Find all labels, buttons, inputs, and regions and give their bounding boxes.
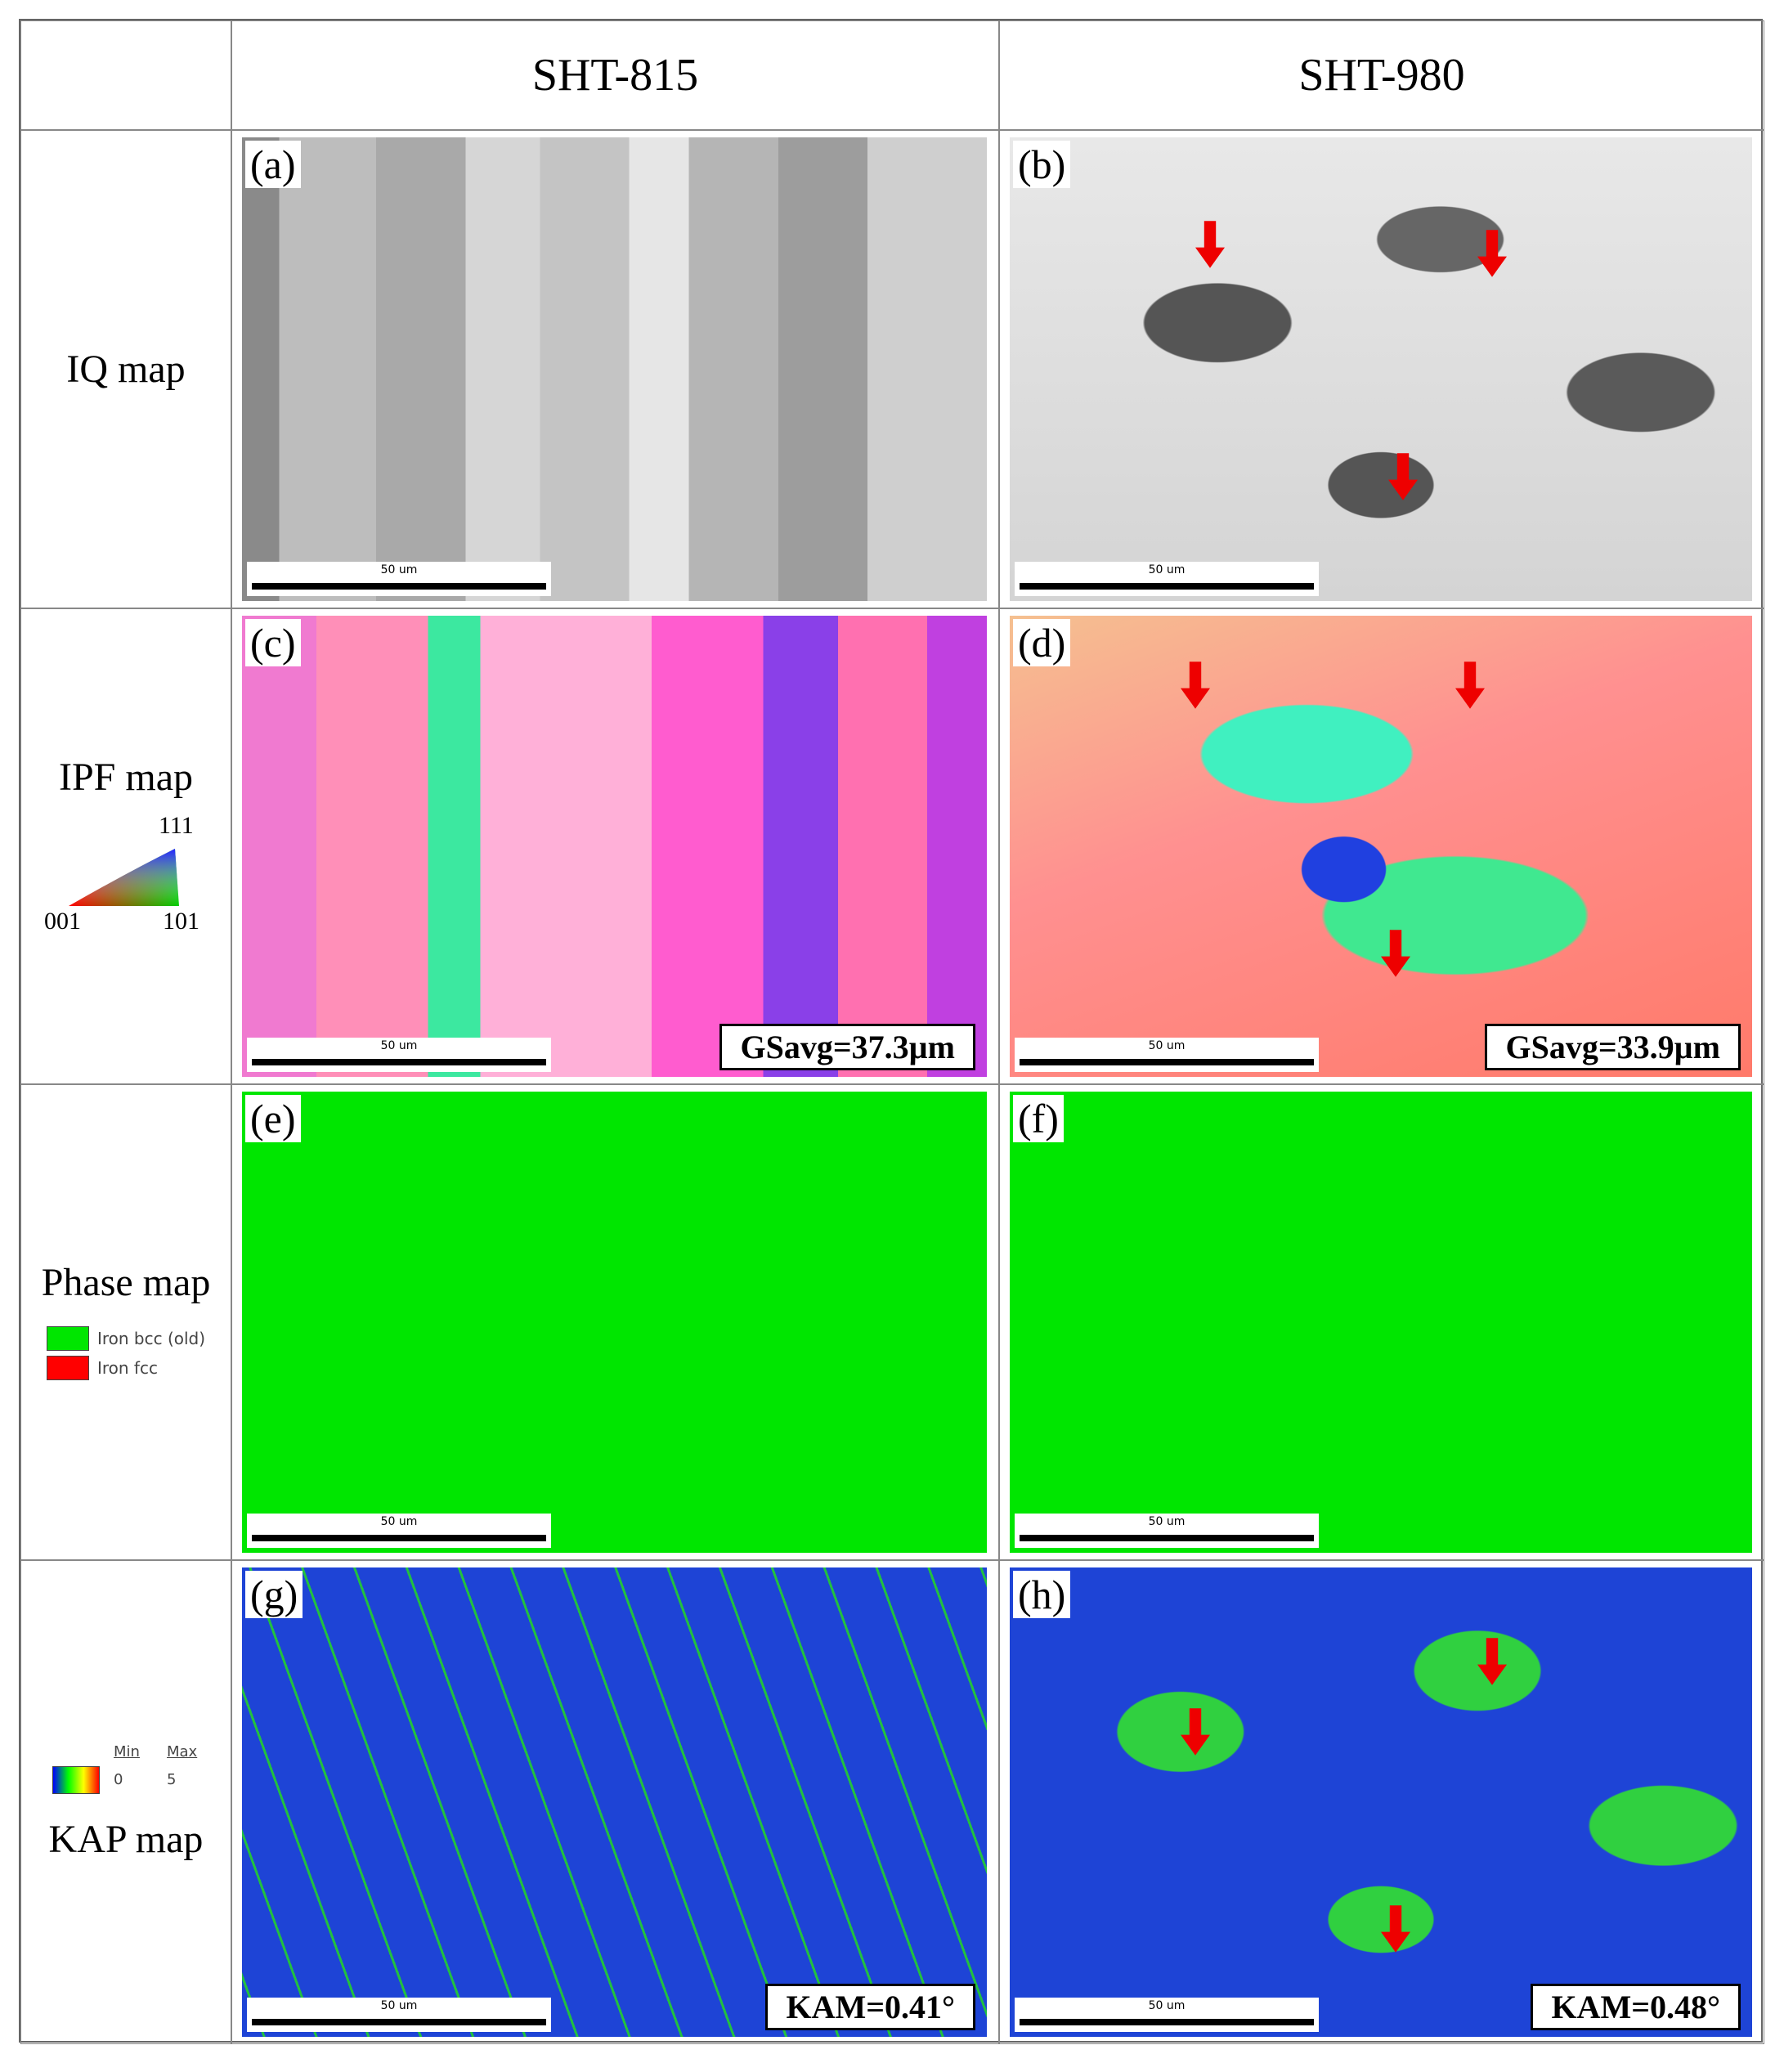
micrograph: (g) 50 um KAM=0.41° [242, 1567, 987, 2037]
column-header: SHT-980 [999, 20, 1764, 130]
panel-cell: (a) 50 um [231, 130, 999, 608]
red-arrow [1381, 1905, 1410, 1953]
colorbar [52, 1765, 100, 1794]
column-header: SHT-815 [231, 20, 999, 130]
scale-bar-line [252, 1059, 546, 1065]
scale-bar: 50 um [247, 1998, 551, 2032]
legend-item: Iron bcc (old) [46, 1325, 206, 1351]
red-arrow [1477, 1638, 1508, 1685]
panel-cell: (h) 50 um KAM=0.48° [999, 1560, 1764, 2044]
panel-label: (a) [245, 141, 301, 188]
red-arrow [1180, 1708, 1210, 1756]
legend-min: Min [114, 1742, 140, 1760]
micrograph: (d) 50 um GSavg=33.9µm [1010, 616, 1752, 1077]
figure-grid: SHT-815 SHT-980 IQ map (a) 50 um (b) 50 um IP… [19, 19, 1764, 2044]
legend-right: 101 [163, 907, 199, 935]
row-label-cell: KAP map Min 0 Max 5 [20, 1560, 231, 2044]
kap-legend: Min 0 Max 5 [52, 1743, 199, 1801]
panel-label: (c) [245, 619, 301, 666]
micrograph: (f) 50 um [1010, 1092, 1752, 1553]
scale-bar: 50 um [1015, 1038, 1319, 1072]
legend-swatch [46, 1325, 89, 1351]
scale-bar-line [1020, 1535, 1314, 1541]
red-arrow [1381, 929, 1410, 977]
micrograph: (a) 50 um [242, 137, 987, 601]
panel-label: (h) [1013, 1571, 1071, 1618]
panel-label: (d) [1013, 619, 1071, 666]
scale-bar-text: 50 um [380, 1039, 418, 1052]
scale-bar-text: 50 um [1148, 1999, 1186, 2012]
annotation: GSavg=33.9µm [1485, 1024, 1741, 1070]
scale-bar: 50 um [247, 1514, 551, 1548]
red-arrow [1477, 230, 1508, 278]
scale-bar-text: 50 um [380, 1515, 418, 1528]
panel-label: (g) [245, 1571, 303, 1618]
scale-bar-text: 50 um [1148, 563, 1186, 576]
scale-bar-line [252, 1535, 546, 1541]
legend-max: Max [167, 1742, 198, 1760]
row-label: Phase map [41, 1260, 211, 1304]
scale-bar-text: 50 um [1148, 1515, 1186, 1528]
row-label-cell: IQ map [20, 130, 231, 608]
panel-label: (e) [245, 1095, 301, 1142]
scale-bar: 50 um [247, 562, 551, 596]
red-arrow [1195, 221, 1225, 268]
phase-legend: Iron bcc (old) Iron fcc [46, 1321, 206, 1385]
micrograph: (c) 50 um GSavg=37.3µm [242, 616, 987, 1077]
scale-bar: 50 um [1015, 1998, 1319, 2032]
scale-bar: 50 um [1015, 562, 1319, 596]
annotation: KAM=0.41° [765, 1984, 975, 2030]
scale-bar-text: 50 um [380, 1999, 418, 2012]
legend-swatch [46, 1355, 89, 1380]
row-label-cell: Phase map Iron bcc (old) Iron fcc [20, 1084, 231, 1560]
micrograph: (e) 50 um [242, 1092, 987, 1553]
panel-label: (b) [1013, 141, 1071, 188]
legend-left: 001 [44, 907, 81, 935]
scale-bar-line [1020, 2019, 1314, 2025]
panel-cell: (c) 50 um GSavg=37.3µm [231, 608, 999, 1084]
annotation: KAM=0.48° [1531, 1984, 1741, 2030]
red-arrow [1455, 662, 1485, 710]
scale-bar-line [1020, 583, 1314, 590]
scale-bar-line [252, 583, 546, 590]
legend-item: Iron fcc [46, 1355, 205, 1380]
row-label: IQ map [66, 348, 186, 391]
legend-max-value: 5 [167, 1770, 177, 1788]
scale-bar: 50 um [247, 1038, 551, 1072]
panel-cell: (b) 50 um [999, 130, 1764, 608]
scale-bar-text: 50 um [1148, 1039, 1186, 1052]
legend-min-value: 0 [114, 1770, 123, 1788]
panel-cell: (f) 50 um [999, 1084, 1764, 1560]
red-arrow [1180, 662, 1210, 710]
ipf-legend: 111 001 101 [44, 812, 208, 939]
corner-cell [20, 20, 231, 130]
panel-label: (f) [1013, 1095, 1064, 1142]
annotation: GSavg=37.3µm [719, 1024, 975, 1070]
scale-bar: 50 um [1015, 1514, 1319, 1548]
ipf-triangle [69, 848, 179, 906]
micrograph: (h) 50 um KAM=0.48° [1010, 1567, 1752, 2037]
row-label: KAP map [48, 1817, 204, 1861]
legend-top: 111 [159, 811, 194, 839]
legend-text: Iron bcc (old) [96, 1328, 206, 1348]
row-label: IPF map [58, 755, 193, 799]
scale-bar-line [1020, 1059, 1314, 1065]
row-label-cell: IPF map 111 001 101 [20, 608, 231, 1084]
panel-cell: (g) 50 um KAM=0.41° [231, 1560, 999, 2044]
panel-cell: (e) 50 um [231, 1084, 999, 1560]
panel-cell: (d) 50 um GSavg=33.9µm [999, 608, 1764, 1084]
micrograph: (b) 50 um [1010, 137, 1752, 601]
red-arrow [1388, 452, 1419, 500]
scale-bar-line [252, 2019, 546, 2025]
legend-text: Iron fcc [96, 1357, 158, 1378]
scale-bar-text: 50 um [380, 563, 418, 576]
